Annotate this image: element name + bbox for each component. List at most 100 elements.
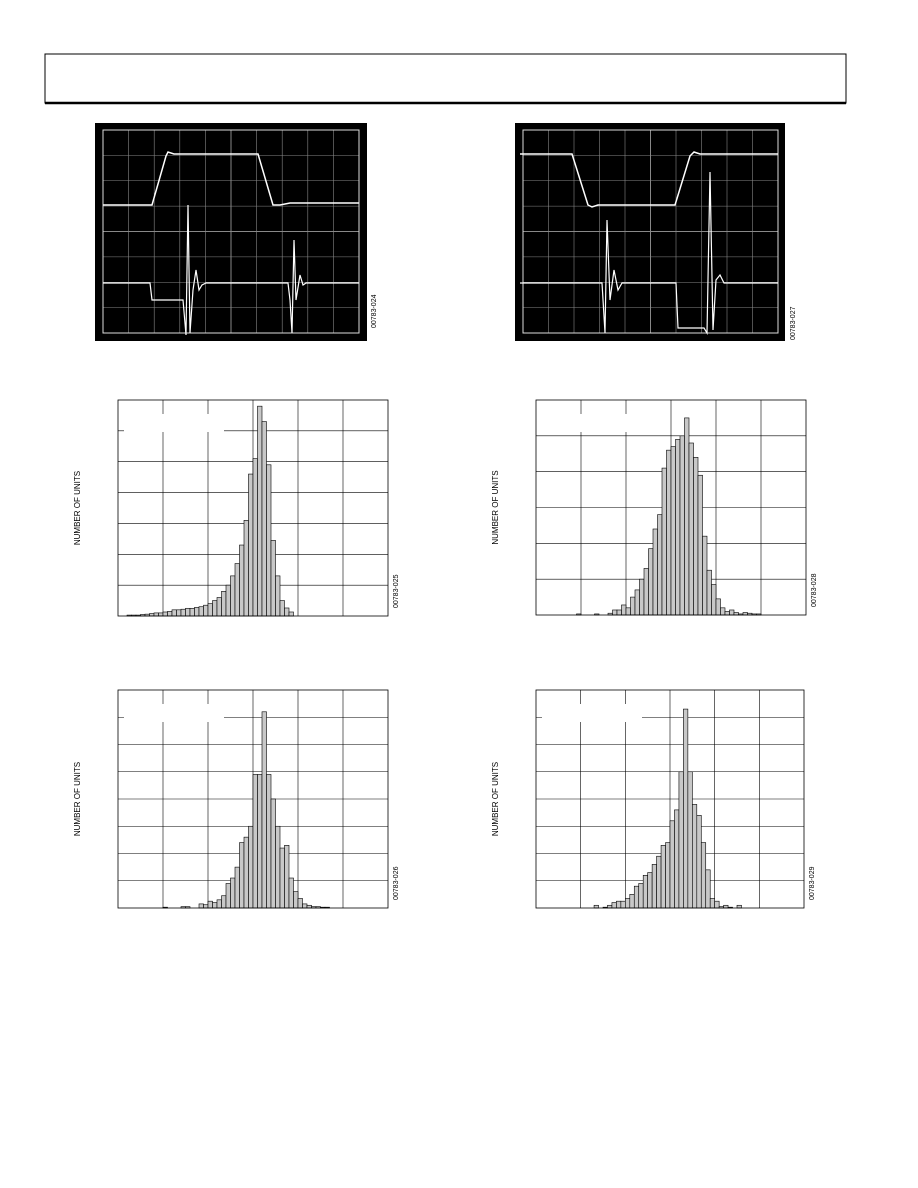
bar	[279, 847, 285, 909]
bar	[684, 417, 690, 616]
bar	[593, 904, 599, 909]
bar	[702, 535, 708, 616]
bar	[611, 902, 617, 909]
bar	[652, 528, 658, 616]
bar	[629, 894, 635, 909]
bar	[284, 845, 290, 909]
bar	[616, 609, 622, 616]
bar	[230, 877, 236, 909]
bar	[198, 606, 204, 617]
bar	[639, 578, 645, 616]
plot-frame	[117, 689, 389, 909]
bar	[266, 774, 272, 909]
y-axis-label: NUMBER OF UNITS	[491, 762, 500, 836]
bar	[688, 442, 694, 616]
bar	[225, 584, 231, 617]
y-axis-label: NUMBER OF UNITS	[73, 762, 82, 836]
bar	[221, 591, 227, 617]
bar	[634, 589, 640, 616]
bar	[225, 883, 231, 909]
bar	[252, 458, 258, 617]
bar	[687, 771, 693, 909]
bar	[302, 903, 308, 909]
bar	[221, 895, 227, 909]
plot-frame	[535, 689, 805, 909]
bar	[711, 584, 717, 616]
bar	[607, 904, 613, 909]
bar	[700, 842, 707, 909]
bar	[693, 457, 699, 616]
figure-id: 00783-028	[811, 573, 818, 607]
bar	[185, 607, 191, 617]
bar	[171, 609, 177, 617]
figure-id: 00783-026	[393, 866, 400, 900]
trace	[520, 171, 778, 336]
bar	[243, 520, 249, 617]
bar	[616, 900, 622, 909]
bar	[234, 866, 240, 909]
y-axis-label: NUMBER OF UNITS	[73, 471, 82, 545]
bar	[153, 612, 159, 617]
bar	[697, 474, 703, 616]
bar	[683, 708, 689, 909]
bar	[266, 464, 272, 617]
bar	[736, 904, 742, 909]
bar	[203, 904, 209, 909]
bar	[714, 900, 720, 909]
bar	[257, 405, 263, 617]
bar	[288, 611, 294, 617]
bar	[297, 898, 303, 909]
trace	[103, 204, 359, 336]
bar	[670, 446, 676, 616]
bar	[709, 898, 715, 909]
bar	[665, 842, 671, 909]
scope-border	[102, 129, 360, 334]
bar	[212, 600, 218, 617]
bar	[162, 611, 168, 617]
bar	[633, 885, 640, 909]
figure-id: 00783-025	[393, 574, 400, 608]
bar	[661, 467, 667, 616]
bar	[270, 798, 276, 909]
bar	[257, 774, 263, 909]
bar	[625, 607, 631, 616]
bar	[657, 514, 663, 616]
bar	[176, 609, 182, 617]
bar	[198, 903, 204, 909]
bar	[692, 804, 698, 909]
scope	[95, 123, 367, 341]
scope	[515, 123, 785, 341]
bar	[675, 439, 681, 616]
legend-blank	[542, 704, 642, 722]
bar	[642, 874, 648, 909]
bar	[288, 877, 294, 909]
bar	[720, 607, 726, 616]
header-box	[44, 53, 847, 104]
scope-border	[522, 129, 779, 334]
bar	[284, 607, 290, 617]
bar	[620, 900, 626, 909]
bar	[706, 569, 712, 616]
bar	[723, 904, 729, 909]
bar	[275, 825, 281, 909]
bar	[612, 609, 618, 616]
bar	[648, 548, 654, 616]
bar	[167, 611, 173, 617]
legend-blank	[124, 704, 224, 722]
bar	[660, 845, 666, 909]
bar	[261, 421, 267, 617]
plot-frame	[117, 399, 389, 617]
bar	[651, 864, 657, 909]
bar	[674, 809, 680, 909]
figure-id: 00783-029	[809, 866, 816, 900]
bar	[234, 563, 240, 617]
bar	[248, 825, 254, 909]
legend-blank	[124, 414, 224, 432]
trace	[103, 151, 359, 206]
bar	[248, 473, 254, 617]
plot-frame	[535, 399, 807, 616]
bar	[243, 836, 249, 909]
trace	[520, 151, 778, 208]
bar	[203, 604, 209, 617]
